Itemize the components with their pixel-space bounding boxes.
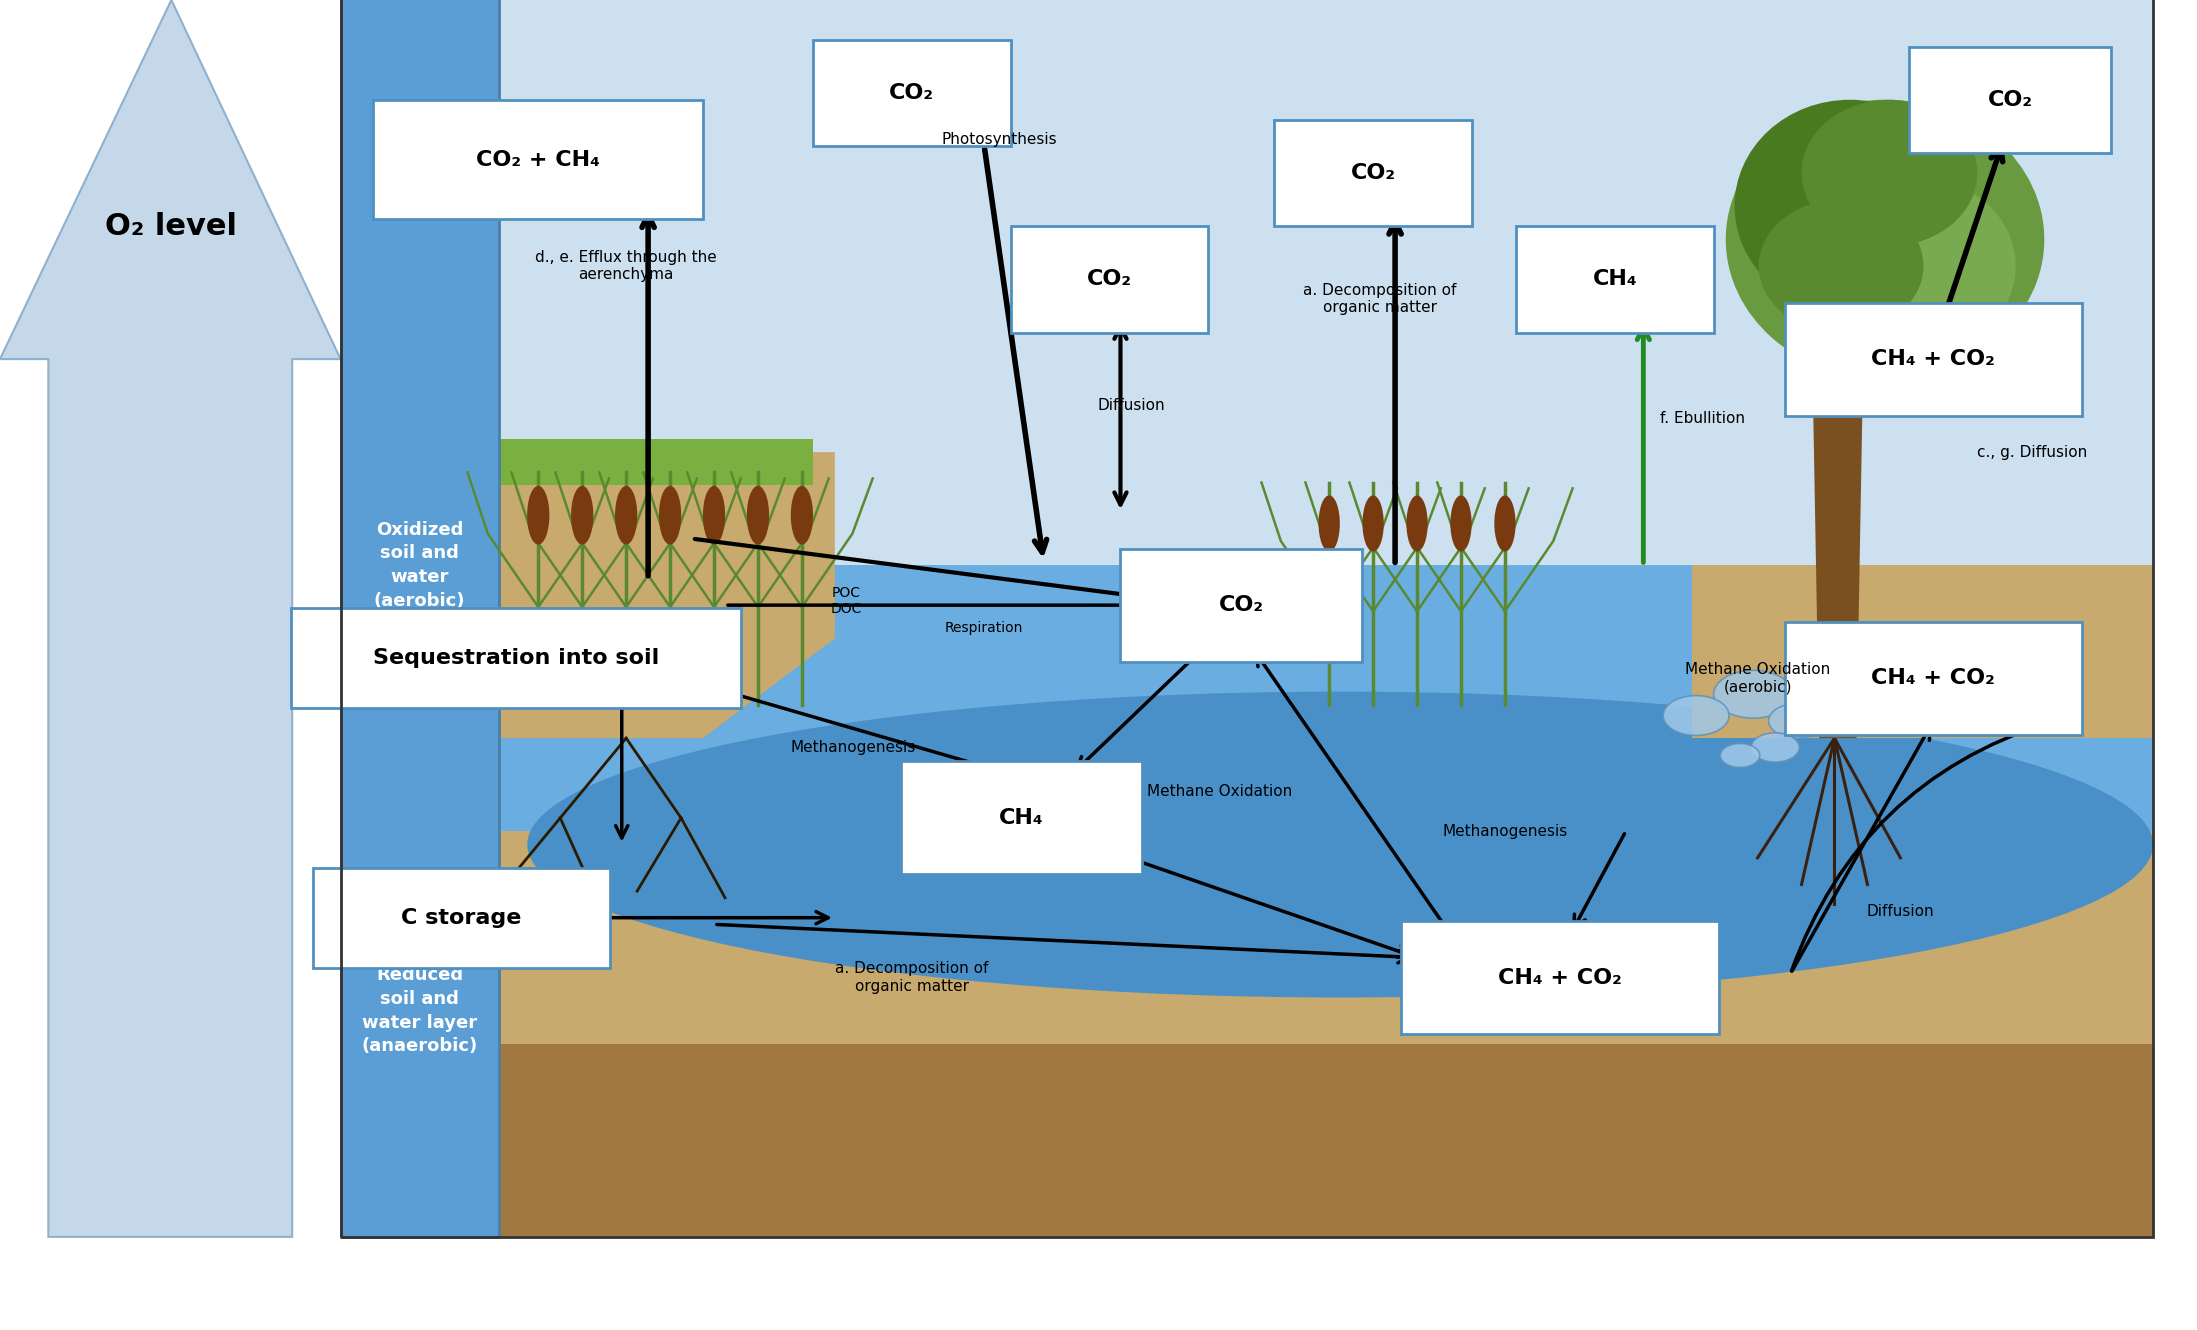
Text: Methane Oxidation: Methane Oxidation <box>1147 783 1292 799</box>
Text: Methanogenesis: Methanogenesis <box>1441 823 1569 839</box>
FancyBboxPatch shape <box>341 1044 2153 1237</box>
Ellipse shape <box>1727 100 2045 379</box>
Text: CO₂ + CH₄: CO₂ + CH₄ <box>477 149 600 170</box>
Text: CO₂: CO₂ <box>1088 269 1131 290</box>
Text: CH₄: CH₄ <box>1000 807 1044 829</box>
Text: C storage: C storage <box>402 907 521 928</box>
Ellipse shape <box>1758 200 1925 332</box>
Polygon shape <box>1813 372 1863 738</box>
Ellipse shape <box>527 692 2153 998</box>
FancyBboxPatch shape <box>1784 303 2081 415</box>
Text: CO₂: CO₂ <box>1351 162 1395 184</box>
FancyBboxPatch shape <box>312 868 609 968</box>
Text: a. Decomposition of
organic matter: a. Decomposition of organic matter <box>1303 283 1457 315</box>
FancyBboxPatch shape <box>341 0 499 1237</box>
Polygon shape <box>1692 565 2153 738</box>
FancyBboxPatch shape <box>341 831 2153 1237</box>
Circle shape <box>1663 696 1729 735</box>
Text: CO₂: CO₂ <box>1219 595 1263 616</box>
Text: Oxidized
soil and
water
(aerobic): Oxidized soil and water (aerobic) <box>373 521 466 609</box>
Text: Diffusion: Diffusion <box>1867 903 1933 919</box>
FancyBboxPatch shape <box>1516 226 1714 332</box>
Text: f. Ebullition: f. Ebullition <box>1661 411 1744 427</box>
Text: Reduced
soil and
water layer
(anaerobic): Reduced soil and water layer (anaerobic) <box>363 967 477 1055</box>
Ellipse shape <box>747 485 769 544</box>
FancyBboxPatch shape <box>1402 922 1718 1035</box>
Ellipse shape <box>1736 100 1966 313</box>
Text: a. Decomposition of
organic matter: a. Decomposition of organic matter <box>835 962 989 994</box>
Text: Photosynthesis: Photosynthesis <box>943 132 1057 148</box>
Text: CH₄ + CO₂: CH₄ + CO₂ <box>1872 668 1995 689</box>
Ellipse shape <box>703 485 725 544</box>
FancyBboxPatch shape <box>341 565 2153 958</box>
FancyBboxPatch shape <box>1784 622 2081 734</box>
Text: POC
DOC: POC DOC <box>830 587 861 616</box>
Ellipse shape <box>1362 495 1384 552</box>
FancyBboxPatch shape <box>341 0 2153 745</box>
Text: Sequestration into soil: Sequestration into soil <box>373 648 659 669</box>
Circle shape <box>1769 704 1826 738</box>
Ellipse shape <box>1318 495 1340 552</box>
Text: Air: Air <box>402 196 437 217</box>
Text: CH₄: CH₄ <box>1593 269 1637 290</box>
FancyBboxPatch shape <box>341 439 813 485</box>
Ellipse shape <box>571 485 593 544</box>
Text: d., e. Efflux through the
aerenchyma: d., e. Efflux through the aerenchyma <box>536 250 716 282</box>
Text: CH₄ + CO₂: CH₄ + CO₂ <box>1498 967 1621 988</box>
Text: CO₂: CO₂ <box>1988 89 2032 110</box>
FancyBboxPatch shape <box>1011 226 1208 332</box>
Ellipse shape <box>1494 495 1516 552</box>
Polygon shape <box>0 0 341 1237</box>
FancyBboxPatch shape <box>901 761 1142 875</box>
Polygon shape <box>341 452 835 745</box>
Circle shape <box>1720 743 1760 767</box>
Text: CH₄ + CO₂: CH₄ + CO₂ <box>1872 348 1995 370</box>
FancyBboxPatch shape <box>373 100 703 219</box>
Text: O₂ level: O₂ level <box>105 211 237 241</box>
Ellipse shape <box>1450 495 1472 552</box>
FancyBboxPatch shape <box>813 40 1011 146</box>
Text: Diffusion: Diffusion <box>1098 398 1164 414</box>
Ellipse shape <box>1802 100 1977 246</box>
Text: Respiration: Respiration <box>945 621 1024 634</box>
FancyBboxPatch shape <box>1274 120 1472 226</box>
Circle shape <box>1751 733 1799 762</box>
Text: Methanogenesis: Methanogenesis <box>791 739 916 755</box>
Ellipse shape <box>659 485 681 544</box>
Ellipse shape <box>791 485 813 544</box>
FancyBboxPatch shape <box>1120 549 1362 662</box>
Ellipse shape <box>1828 180 2017 352</box>
Ellipse shape <box>1406 495 1428 552</box>
Text: Methane Oxidation
(aerobic): Methane Oxidation (aerobic) <box>1685 662 1830 694</box>
Ellipse shape <box>615 485 637 544</box>
FancyBboxPatch shape <box>290 609 740 709</box>
FancyBboxPatch shape <box>1909 47 2111 153</box>
Text: CO₂: CO₂ <box>890 82 934 104</box>
Text: c., g. Diffusion: c., g. Diffusion <box>1977 444 2087 460</box>
Circle shape <box>1714 670 1793 718</box>
Ellipse shape <box>527 485 549 544</box>
